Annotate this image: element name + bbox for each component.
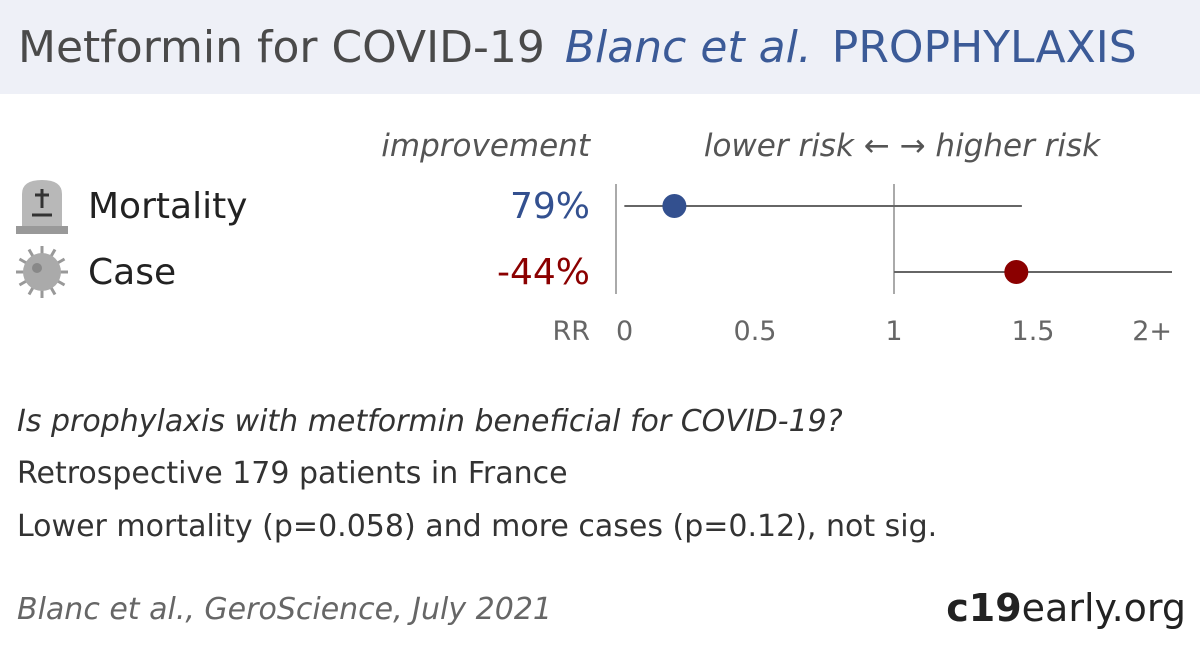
citation: Blanc et al., GeroScience, July 2021: [17, 592, 553, 627]
tick-label: 1: [885, 316, 902, 347]
axis-label: RR: [552, 316, 590, 347]
header-bar: Metformin for COVID-19 Blanc et al. PROPHY…: [0, 0, 1200, 94]
rr-point: [1004, 260, 1029, 284]
brand-rest: early.org: [1021, 586, 1186, 630]
tombstone-icon: [16, 180, 68, 234]
improvement-value: -44%: [497, 252, 590, 293]
forest-plot: improvement lower risk ← → higher risk Mor…: [16, 128, 1172, 347]
study-name: Blanc et al.: [564, 22, 812, 73]
study-type: PROPHYLAXIS: [831, 22, 1137, 73]
tick-label: 0.5: [734, 316, 777, 347]
summary-design: Retrospective 179 patients in France: [17, 456, 568, 491]
improvement-header: improvement: [381, 128, 592, 164]
outcome-label: Case: [88, 252, 176, 293]
improvement-value: 79%: [510, 186, 590, 227]
rr-point: [662, 194, 687, 218]
tick-label: 0: [616, 316, 633, 347]
summary-result: Lower mortality (p=0.058) and more cases…: [17, 509, 938, 544]
tick-label: 1.5: [1012, 316, 1055, 347]
title-text: Metformin for COVID-19: [18, 22, 545, 73]
tick-label: 2+: [1132, 316, 1172, 347]
outcome-label: Mortality: [88, 186, 248, 227]
brand-bold: c19: [946, 586, 1022, 630]
brand-logo[interactable]: c19early.org: [946, 586, 1186, 630]
page-title: Metformin for COVID-19 Blanc et al. PROPHY…: [18, 20, 1137, 76]
summary-question: Is prophylaxis with metformin beneficial…: [17, 404, 843, 439]
virus-icon: [16, 246, 68, 298]
risk-direction-header: lower risk ← → higher risk: [704, 128, 1101, 164]
